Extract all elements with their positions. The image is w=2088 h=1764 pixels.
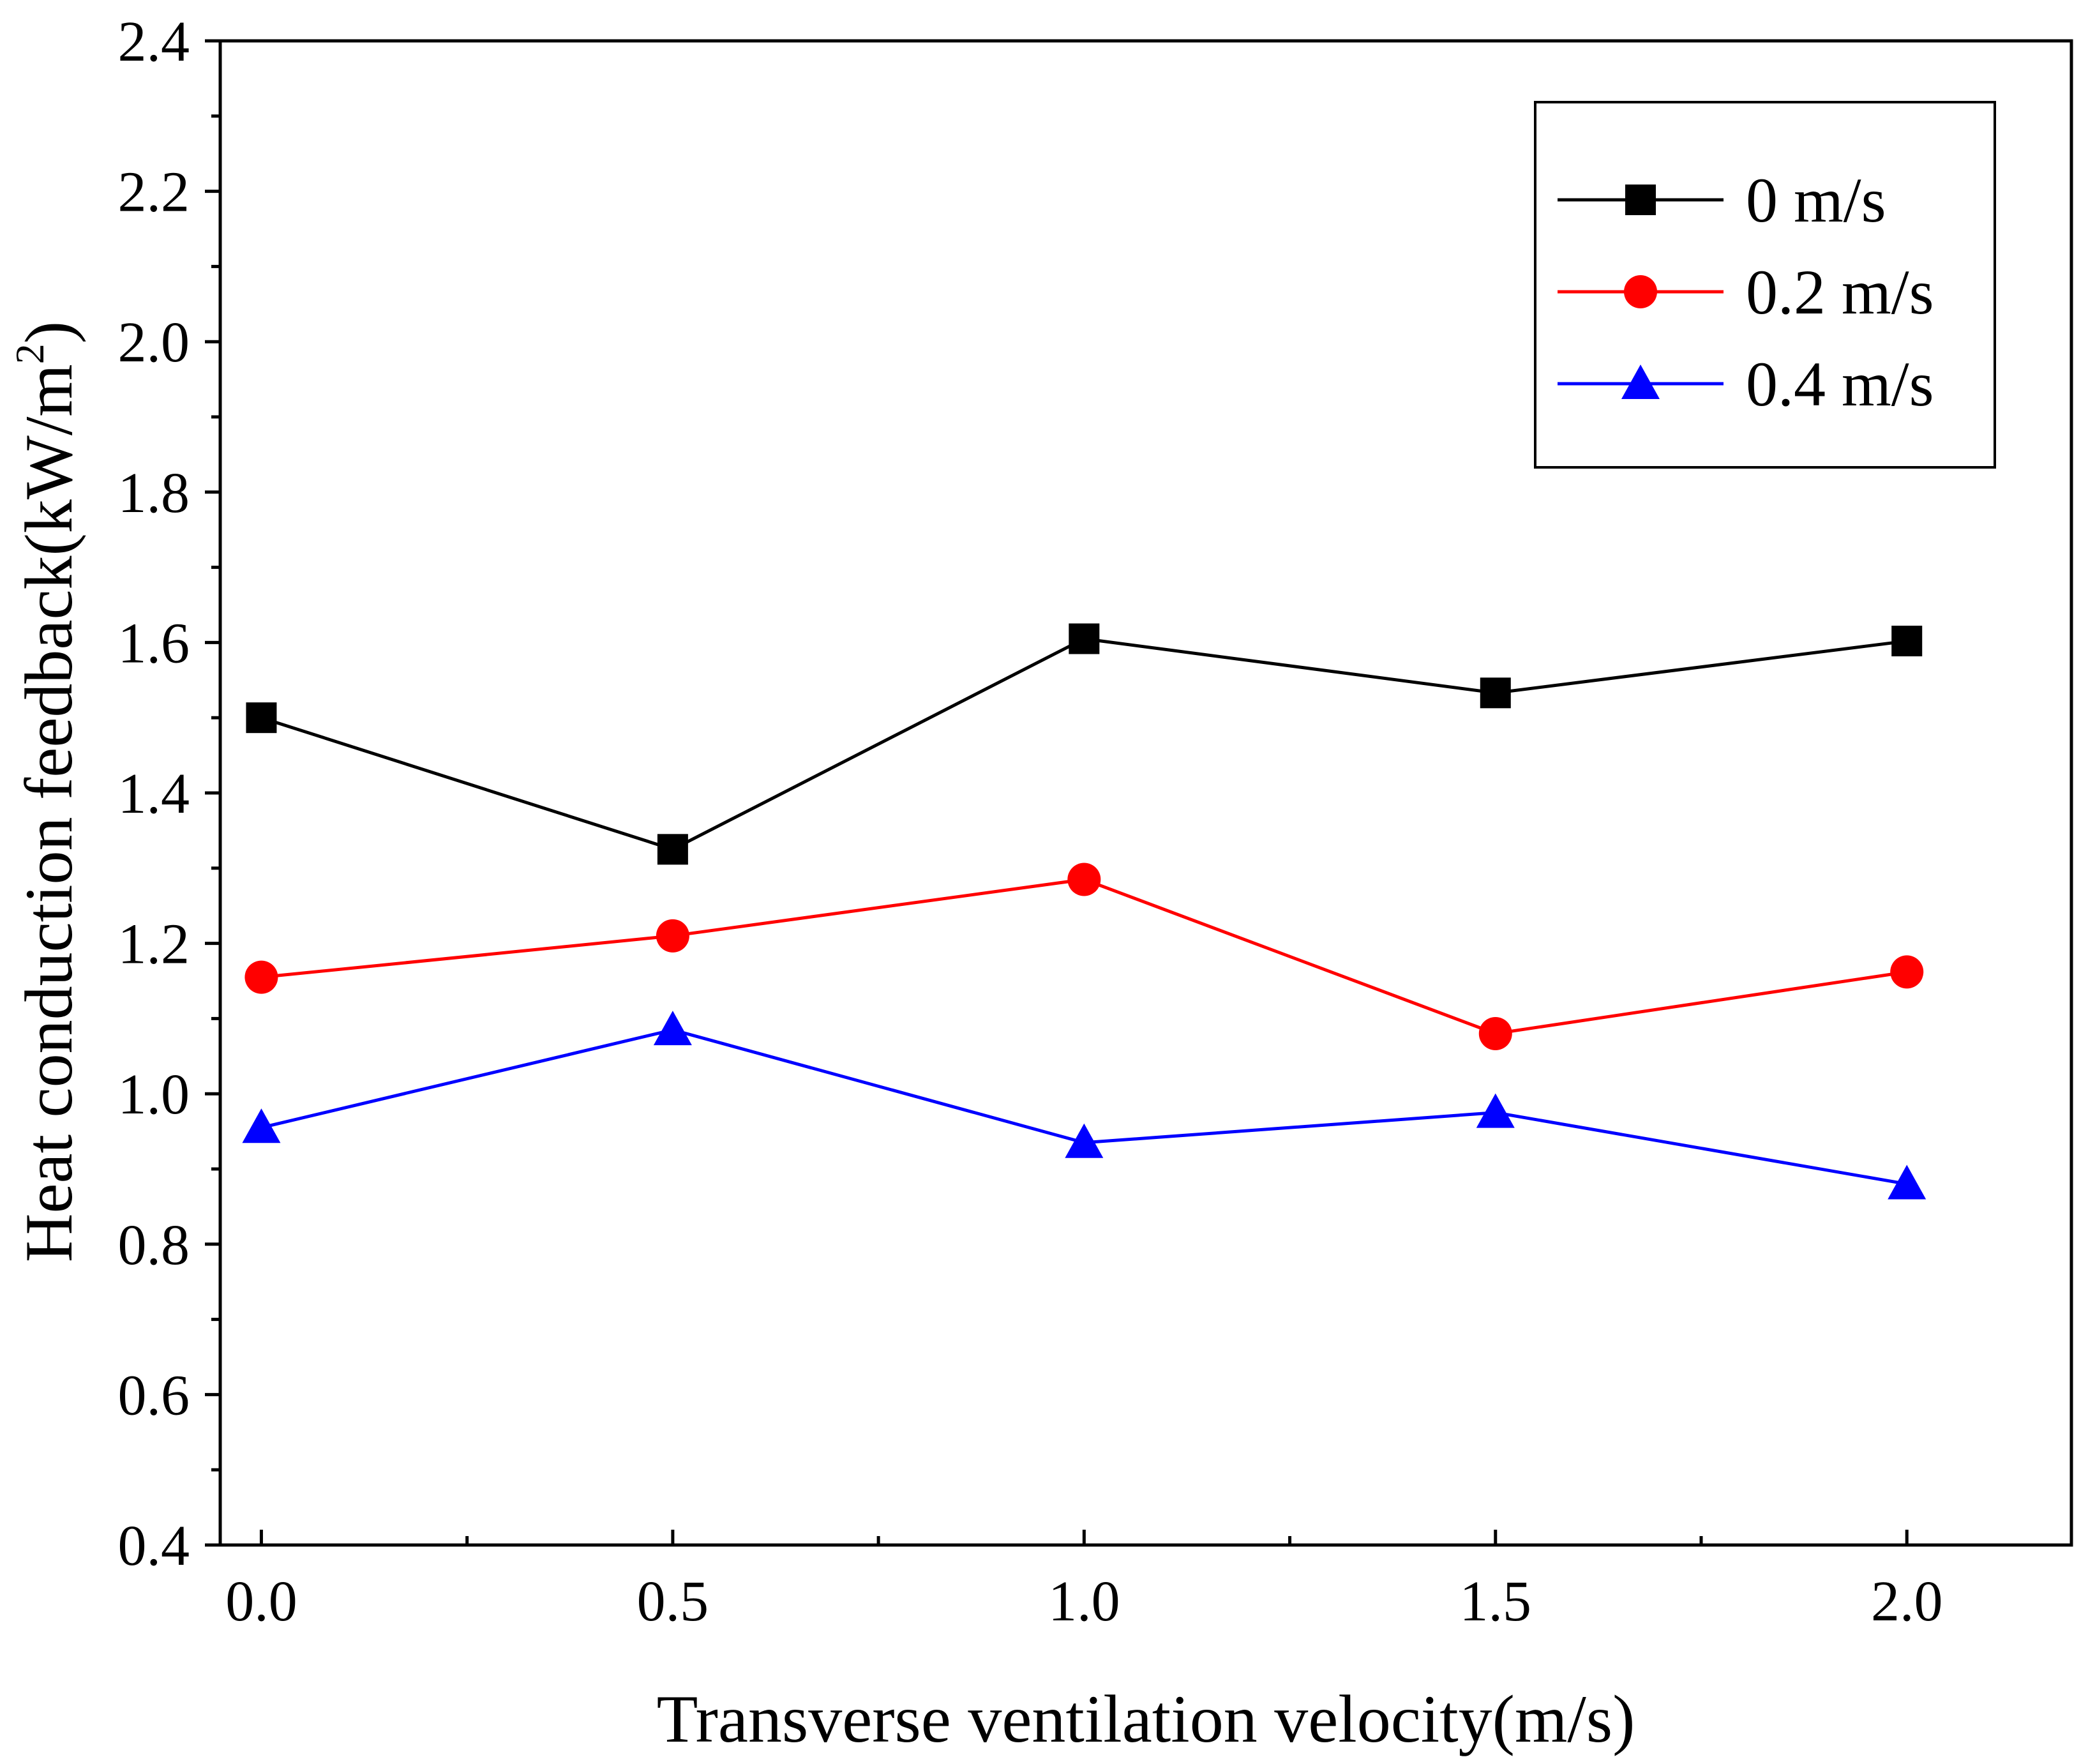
data-point-0-4: [1891, 626, 1923, 657]
data-point-2-1: [653, 1011, 692, 1046]
y-tick-label-3: 1.0: [118, 1063, 190, 1126]
legend-marker-2: [1621, 365, 1660, 399]
y-tick-label-6: 1.6: [118, 612, 190, 675]
legend-label-2: 0.4 m/s: [1746, 349, 1934, 419]
y-axis: 0.4 0.6 0.8 1.0 1.2 1.4 1.6 1.8 2.0 2.2 2.4: [118, 10, 220, 1578]
x-tick-label-2: 1.0: [1048, 1570, 1120, 1633]
legend-item-0: 0 m/s: [1558, 165, 1886, 236]
y-tick-label-5: 1.4: [118, 762, 190, 825]
legend-marker-0: [1625, 185, 1656, 215]
x-axis: 0.0 0.5 1.0 1.5 2.0: [225, 1530, 1942, 1633]
y-tick-label-1: 0.6: [118, 1364, 190, 1427]
series-1: [244, 863, 1924, 1050]
legend-box: [1534, 101, 1996, 469]
y-tick-label-0: 0.4: [118, 1514, 190, 1578]
y-tick-label-8: 2.0: [118, 311, 190, 374]
x-tick-label-3: 1.5: [1460, 1570, 1532, 1633]
data-point-1-3: [1478, 1016, 1512, 1050]
data-point-1-1: [656, 919, 689, 953]
y-tick-label-2: 0.8: [118, 1214, 190, 1277]
data-point-0-2: [1069, 623, 1100, 654]
data-point-1-4: [1890, 955, 1924, 989]
legend-items: 0 m/s 0.2 m/s 0.4 m/s: [1558, 165, 1934, 419]
legend-label-0: 0 m/s: [1746, 165, 1886, 236]
y-tick-label-9: 2.2: [118, 161, 190, 224]
y-axis-title-superscript: 2: [7, 343, 52, 364]
series-2: [242, 1011, 1927, 1200]
y-axis-title-main: Heat conduction feedback(kW/m: [11, 364, 86, 1262]
data-point-0-1: [657, 834, 688, 865]
y-tick-label-4: 1.2: [118, 913, 190, 976]
legend-label-1: 0.2 m/s: [1746, 257, 1934, 328]
series-0: [246, 623, 1923, 865]
data-point-2-3: [1476, 1093, 1515, 1128]
data-point-0-0: [246, 702, 277, 734]
data-point-2-2: [1065, 1123, 1104, 1158]
x-tick-label-0: 0.0: [225, 1570, 297, 1633]
legend: 0 m/s 0.2 m/s 0.4 m/s: [1534, 101, 1996, 469]
series-line-0: [260, 637, 1907, 852]
data-point-2-4: [1888, 1165, 1927, 1200]
data-point-1-2: [1067, 863, 1101, 896]
data-point-1-0: [244, 960, 278, 994]
legend-item-2: 0.4 m/s: [1558, 349, 1934, 419]
x-tick-label-1: 0.5: [637, 1570, 709, 1633]
series-line-2: [260, 1028, 1907, 1186]
x-tick-label-4: 2.0: [1871, 1570, 1943, 1633]
legend-marker-1: [1624, 275, 1657, 308]
data-point-0-3: [1480, 677, 1511, 709]
legend-item-1: 0.2 m/s: [1558, 257, 1934, 328]
series-line-1: [261, 877, 1907, 1036]
y-tick-label-7: 1.8: [118, 462, 190, 525]
series-layer: [242, 623, 1927, 1200]
x-axis-title: Transverse ventilation velocity(m/s): [657, 1682, 1635, 1756]
y-axis-title: Heat conduction feedback(kW/m2): [7, 321, 86, 1262]
y-axis-title-close: ): [11, 321, 86, 343]
data-point-2-0: [242, 1108, 281, 1143]
y-tick-label-10: 2.4: [118, 10, 190, 73]
